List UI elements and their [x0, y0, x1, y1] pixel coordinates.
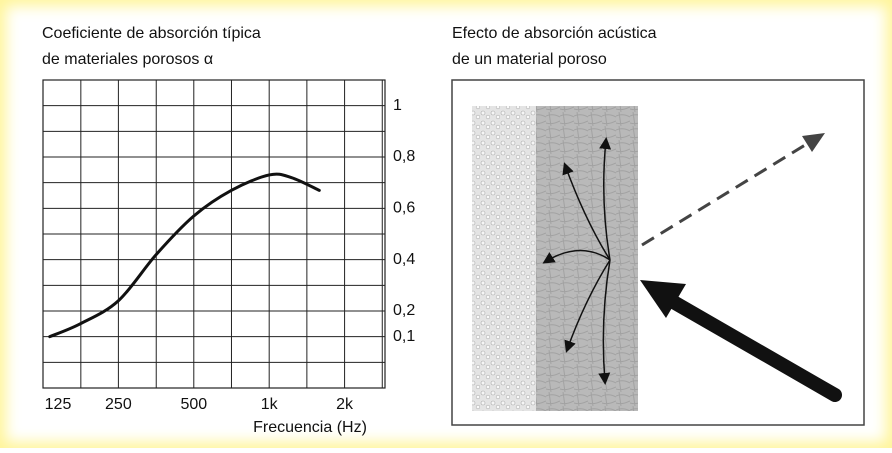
x-tick-label: 2k — [336, 396, 354, 413]
diagram-title: Efecto de absorción acústica — [452, 25, 657, 42]
x-axis-label: Frecuencia (Hz) — [253, 419, 367, 436]
wall — [472, 106, 536, 411]
incident-arrow — [663, 293, 842, 402]
scatter-arrows — [542, 137, 612, 385]
x-tick-label: 250 — [105, 396, 132, 413]
x-tick-label: 1k — [261, 396, 279, 413]
y-tick-label: 0,2 — [393, 302, 415, 319]
line — [48, 172, 321, 339]
y-tick-label: 1 — [393, 97, 402, 114]
x-tick-label: 125 — [45, 396, 72, 413]
reflected-arrow — [641, 140, 811, 247]
diagram-title: de un material poroso — [452, 51, 607, 68]
x-tick-label: 500 — [180, 396, 207, 413]
reflected-arrow-head — [802, 133, 825, 152]
chart-title: Coeficiente de absorción típica — [42, 25, 261, 42]
chart-title: de materiales porosos α — [42, 51, 213, 68]
y-tick-label: 0,8 — [393, 148, 415, 165]
incident-arrow-head — [640, 280, 686, 318]
y-tick-label: 0,1 — [393, 328, 415, 345]
y-tick-label: 0,6 — [393, 200, 415, 217]
y-tick-label: 0,4 — [393, 251, 415, 268]
